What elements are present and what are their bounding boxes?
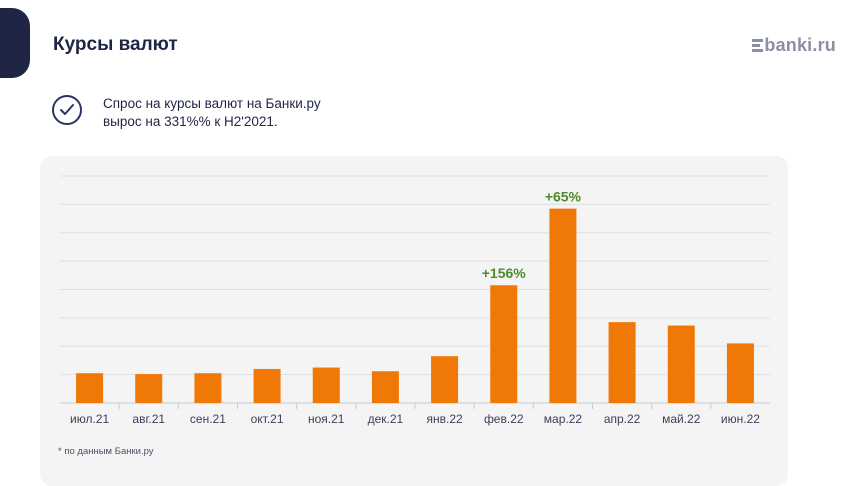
bar-фев.22 [490, 285, 518, 403]
x-tick-label: июл.21 [70, 412, 109, 426]
corner-tab-decoration [0, 8, 30, 78]
bar-окт.21 [253, 368, 281, 403]
x-tick-label: дек.21 [368, 412, 404, 426]
x-tick-label: апр.22 [604, 412, 641, 426]
bar-дек.21 [371, 371, 399, 403]
x-tick-label: май.22 [662, 412, 701, 426]
x-tick-label: июн.22 [721, 412, 760, 426]
bar-chart: июл.21 авг.21 сен.21 окт.21 ноя.21 дек.21 янв.… [60, 175, 770, 426]
x-tick-label: окт.21 [251, 412, 284, 426]
x-tick-label: ноя.21 [308, 412, 345, 426]
footnote: * по данным Банки.ру [58, 446, 154, 457]
logo-text: banki.ru [764, 35, 836, 55]
bar-мар.22 [549, 208, 577, 403]
bar-янв.22 [431, 356, 459, 403]
x-tick-label: сен.21 [190, 412, 226, 426]
bar-annotation: +65% [545, 189, 582, 205]
banki-logo[interactable]: banki.ru [752, 35, 836, 56]
check-circle-icon [52, 95, 82, 125]
bar-ноя.21 [312, 367, 340, 403]
x-tick-label: авг.21 [132, 412, 165, 426]
chart-panel: июл.21 авг.21 сен.21 окт.21 ноя.21 дек.21 янв.… [40, 156, 788, 486]
bar-май.22 [667, 325, 695, 403]
summary-line-1: Спрос на курсы валют на Банки.ру [103, 96, 321, 111]
x-tick-label: янв.22 [426, 412, 463, 426]
bar-авг.21 [135, 374, 163, 403]
banki-logo-icon [752, 38, 764, 53]
summary-line-2: вырос на 331%% к Н2'2021. [103, 114, 278, 129]
page-title: Курсы валют [53, 34, 178, 55]
bar-сен.21 [194, 373, 222, 403]
x-tick-label: мар.22 [544, 412, 583, 426]
bar-июл.21 [76, 373, 104, 403]
bar-июн.22 [726, 343, 754, 403]
bar-annotation: +156% [482, 265, 527, 281]
x-tick-label: фев.22 [484, 412, 524, 426]
bar-апр.22 [608, 322, 636, 403]
summary-text: Спрос на курсы валют на Банки.ру вырос н… [103, 95, 321, 131]
